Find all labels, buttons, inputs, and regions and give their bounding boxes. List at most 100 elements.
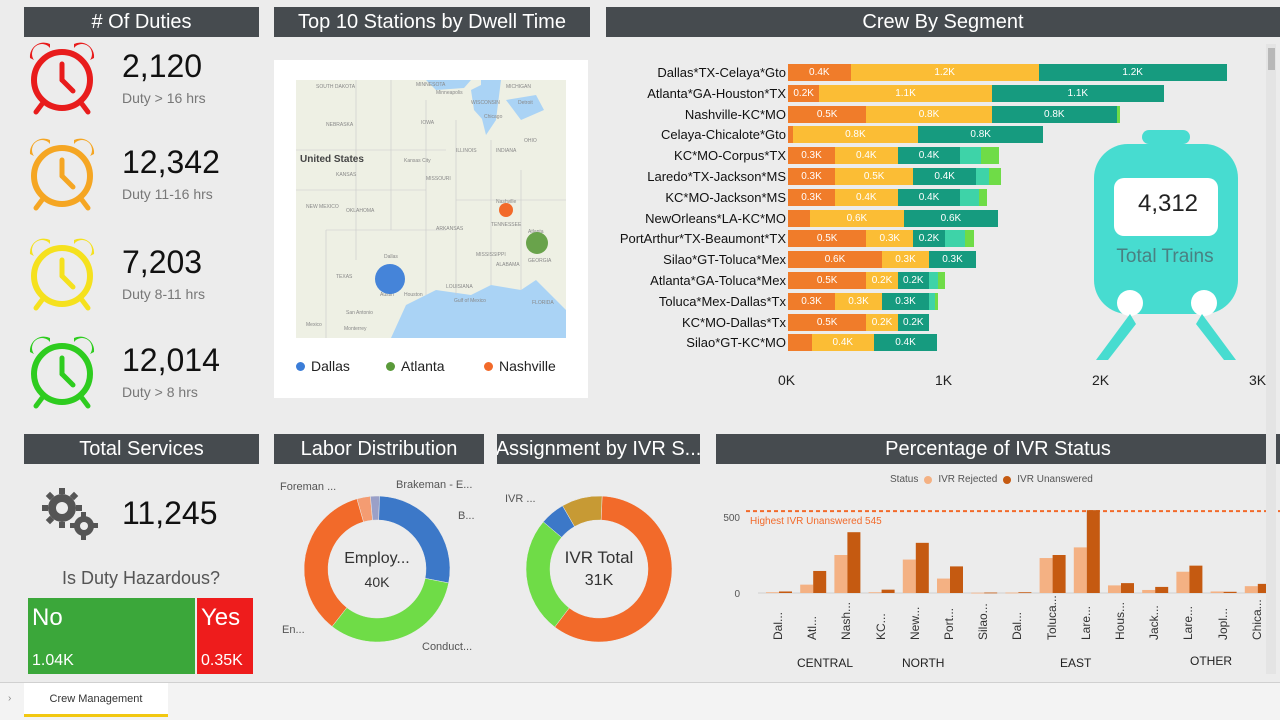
crew-bar-segment[interactable]: 0.3K — [788, 147, 835, 165]
ivr-bar[interactable] — [1073, 547, 1087, 593]
crew-segment-row[interactable]: KC*MO-Jackson*MS 0.3K 0.4K 0.4K — [600, 188, 1260, 207]
crew-bar-segment[interactable]: 1.1K — [819, 84, 992, 102]
legend-dallas[interactable]: Dallas — [296, 358, 350, 374]
crew-bar-segment[interactable] — [929, 292, 936, 310]
ivr-bar[interactable] — [881, 589, 895, 593]
ivr-bar[interactable] — [915, 542, 929, 593]
crew-bar-segment[interactable]: 0.4K — [913, 168, 976, 185]
crew-segment-row[interactable]: Dallas*TX-Celaya*Gto 0.4K 1.2K 1.2K — [600, 64, 1260, 82]
ivr-bar[interactable] — [779, 591, 792, 593]
crew-segment-row[interactable]: Silao*GT-KC*MO 0.4K 0.4K — [600, 334, 1260, 352]
crew-bar-segment[interactable]: 0.4K — [897, 188, 961, 206]
legend-unanswered[interactable]: IVR Unanswered — [1017, 474, 1093, 485]
tab-crew-management[interactable]: Crew Management — [24, 683, 168, 717]
legend-nashville[interactable]: Nashville — [484, 358, 556, 374]
crew-bar-segment[interactable] — [960, 188, 980, 206]
page-scrollbar-thumb[interactable] — [1268, 48, 1275, 70]
stations-map[interactable]: SOUTH DAKOTA MINNESOTA Minneapolis WISCONSI… — [296, 80, 566, 338]
crew-bar-segment[interactable]: 0.3K — [788, 188, 835, 206]
bubble-atlanta[interactable] — [526, 232, 548, 254]
page-scrollbar[interactable] — [1266, 44, 1276, 674]
crew-bar-segment[interactable]: 0.5K — [788, 230, 867, 248]
crew-bar-segment[interactable]: 0.6K — [809, 209, 904, 227]
crew-bar-segment[interactable]: 0.3K — [866, 230, 914, 248]
labor-donut[interactable] — [300, 492, 454, 646]
ivr-bar[interactable] — [766, 592, 779, 594]
ivr-bar[interactable] — [1039, 558, 1053, 593]
ivr-bar[interactable] — [1005, 592, 1019, 594]
crew-bar-segment[interactable] — [788, 126, 793, 144]
crew-bar-segment[interactable]: 0.4K — [811, 334, 875, 352]
crew-bar-segment[interactable]: 0.5K — [788, 272, 867, 289]
crew-bar-segment[interactable] — [960, 147, 981, 165]
ivr-bar[interactable] — [950, 566, 963, 593]
ivr-bar[interactable] — [1244, 586, 1258, 593]
ivr-bar[interactable] — [868, 592, 882, 594]
crew-bar-segment[interactable]: 0.3K — [882, 292, 929, 310]
crew-segment-row[interactable]: KC*MO-Dallas*Tx 0.5K 0.2K 0.2K — [600, 313, 1260, 332]
crew-bar-segment[interactable] — [980, 147, 1000, 165]
crew-bar-segment[interactable]: 0.6K — [903, 209, 998, 227]
ivr-assign-slice[interactable] — [542, 505, 575, 538]
crew-bar-segment[interactable]: 0.4K — [835, 188, 898, 206]
crew-bar-segment[interactable]: 0.2K — [866, 313, 898, 331]
ivr-bar[interactable] — [1086, 510, 1100, 593]
crew-segment-row[interactable]: NewOrleans*LA-KC*MO 0.6K 0.6K — [600, 209, 1260, 228]
crew-bar-segment[interactable]: 0.3K — [882, 251, 929, 269]
ivr-bar[interactable] — [984, 592, 998, 594]
ivr-bar[interactable] — [937, 578, 950, 593]
crew-bar-segment[interactable]: 0.6K — [788, 251, 882, 269]
legend-rejected[interactable]: IVR Rejected — [938, 474, 998, 485]
crew-bar-segment[interactable] — [975, 168, 989, 185]
ivr-bar[interactable] — [971, 592, 985, 594]
crew-bar-segment[interactable]: 0.4K — [897, 147, 961, 165]
crew-bar-segment[interactable] — [1116, 105, 1121, 123]
ivr-bar[interactable] — [1018, 592, 1032, 594]
crew-bar-segment[interactable]: 0.5K — [788, 105, 867, 123]
crew-bar-segment[interactable]: 0.4K — [835, 147, 898, 165]
crew-bar-segment[interactable]: 1.2K — [1038, 64, 1227, 81]
crew-segment-row[interactable]: PortArthur*TX-Beaumont*TX 0.5K 0.3K 0.2K — [600, 230, 1260, 248]
crew-bar-segment[interactable]: 0.2K — [897, 313, 929, 331]
crew-bar-segment[interactable] — [988, 168, 1002, 185]
crew-bar-segment[interactable]: 0.3K — [788, 292, 835, 310]
ivr-assign-donut[interactable] — [522, 492, 676, 646]
ivr-bar[interactable] — [1210, 591, 1224, 593]
ivr-bar[interactable] — [1052, 555, 1066, 593]
ivr-bar[interactable] — [1223, 591, 1237, 593]
crew-bar-segment[interactable]: 0.3K — [835, 292, 882, 310]
crew-bar-segment[interactable] — [928, 272, 939, 289]
crew-bar-segment[interactable] — [935, 292, 939, 310]
ivr-bar[interactable] — [813, 570, 827, 593]
crew-bar-segment[interactable]: 0.2K — [897, 272, 929, 289]
ivr-bar[interactable] — [902, 559, 916, 593]
crew-bar-segment[interactable] — [938, 272, 945, 289]
ivr-bar[interactable] — [1108, 585, 1121, 593]
crew-segment-row[interactable]: Laredo*TX-Jackson*MS 0.3K 0.5K 0.4K — [600, 168, 1260, 186]
crew-bar-segment[interactable]: 0.4K — [788, 64, 851, 81]
crew-bar-segment[interactable] — [788, 209, 810, 227]
crew-bar-segment[interactable]: 0.8K — [991, 105, 1117, 123]
bubble-nashville[interactable] — [499, 203, 513, 217]
crew-bar-segment[interactable] — [965, 230, 975, 248]
legend-atlanta[interactable]: Atlanta — [386, 358, 445, 374]
crew-bar-segment[interactable]: 0.8K — [866, 105, 992, 123]
crew-segment-row[interactable]: Toluca*Mex-Dallas*Tx 0.3K 0.3K 0.3K — [600, 292, 1260, 311]
crew-bar-segment[interactable]: 0.4K — [874, 334, 937, 352]
labor-slice[interactable] — [303, 498, 364, 627]
ivr-bar[interactable] — [800, 584, 814, 593]
crew-segment-row[interactable]: KC*MO-Corpus*TX 0.3K 0.4K 0.4K — [600, 147, 1260, 165]
ivr-bar[interactable] — [1121, 583, 1134, 593]
crew-bar-segment[interactable]: 0.5K — [788, 313, 867, 331]
ivr-assign-slice[interactable] — [554, 495, 673, 643]
crew-bar-segment[interactable]: 0.2K — [913, 230, 945, 248]
crew-segment-row[interactable]: Silao*GT-Toluca*Mex 0.6K 0.3K 0.3K — [600, 251, 1260, 269]
crew-bar-segment[interactable] — [944, 230, 966, 248]
crew-bar-segment[interactable]: 0.8K — [792, 126, 919, 144]
hazard-no-tile[interactable]: No 1.04K — [28, 598, 195, 674]
crew-segment-row[interactable]: Atlanta*GA-Toluca*Mex 0.5K 0.2K 0.2K — [600, 272, 1260, 290]
crew-bar-segment[interactable]: 1.1K — [991, 84, 1164, 102]
crew-segment-row[interactable]: Celaya-Chicalote*Gto 0.8K 0.8K — [600, 126, 1260, 144]
crew-bar-segment[interactable]: 1.2K — [850, 64, 1039, 81]
crew-bar-segment[interactable]: 0.8K — [918, 126, 1044, 144]
